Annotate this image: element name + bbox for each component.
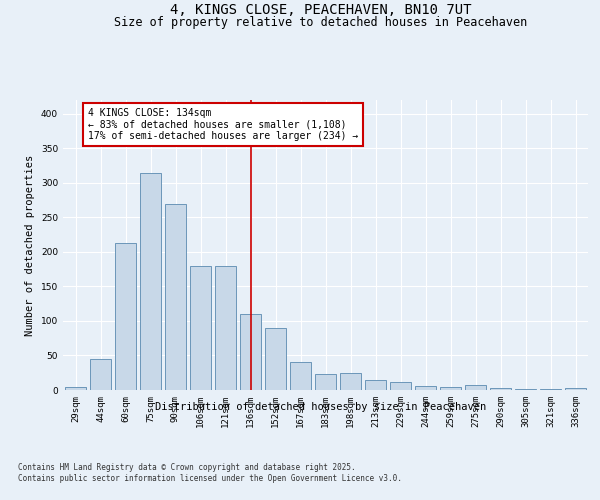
Text: Distribution of detached houses by size in Peacehaven: Distribution of detached houses by size … (155, 402, 487, 412)
Bar (440, 386, 461, 390)
Bar (265, 328, 286, 390)
Bar (215, 266, 236, 390)
Bar (140, 172, 161, 390)
Bar (365, 380, 386, 390)
Bar (165, 204, 186, 390)
Bar (90, 359, 111, 390)
Text: Size of property relative to detached houses in Peacehaven: Size of property relative to detached ho… (115, 16, 527, 29)
Bar (465, 385, 486, 390)
Text: 4, KINGS CLOSE, PEACEHAVEN, BN10 7UT: 4, KINGS CLOSE, PEACEHAVEN, BN10 7UT (170, 2, 472, 16)
Bar (190, 266, 211, 390)
Bar (565, 388, 586, 390)
Bar (65, 386, 86, 390)
Bar (115, 243, 136, 390)
Bar (290, 362, 311, 390)
Bar (240, 314, 261, 390)
Text: Contains public sector information licensed under the Open Government Licence v3: Contains public sector information licen… (18, 474, 402, 483)
Y-axis label: Number of detached properties: Number of detached properties (25, 154, 35, 336)
Bar (390, 382, 411, 390)
Text: Contains HM Land Registry data © Crown copyright and database right 2025.: Contains HM Land Registry data © Crown c… (18, 462, 356, 471)
Bar (415, 386, 436, 390)
Text: 4 KINGS CLOSE: 134sqm
← 83% of detached houses are smaller (1,108)
17% of semi-d: 4 KINGS CLOSE: 134sqm ← 83% of detached … (88, 108, 358, 142)
Bar (315, 374, 336, 390)
Bar (340, 372, 361, 390)
Bar (490, 388, 511, 390)
